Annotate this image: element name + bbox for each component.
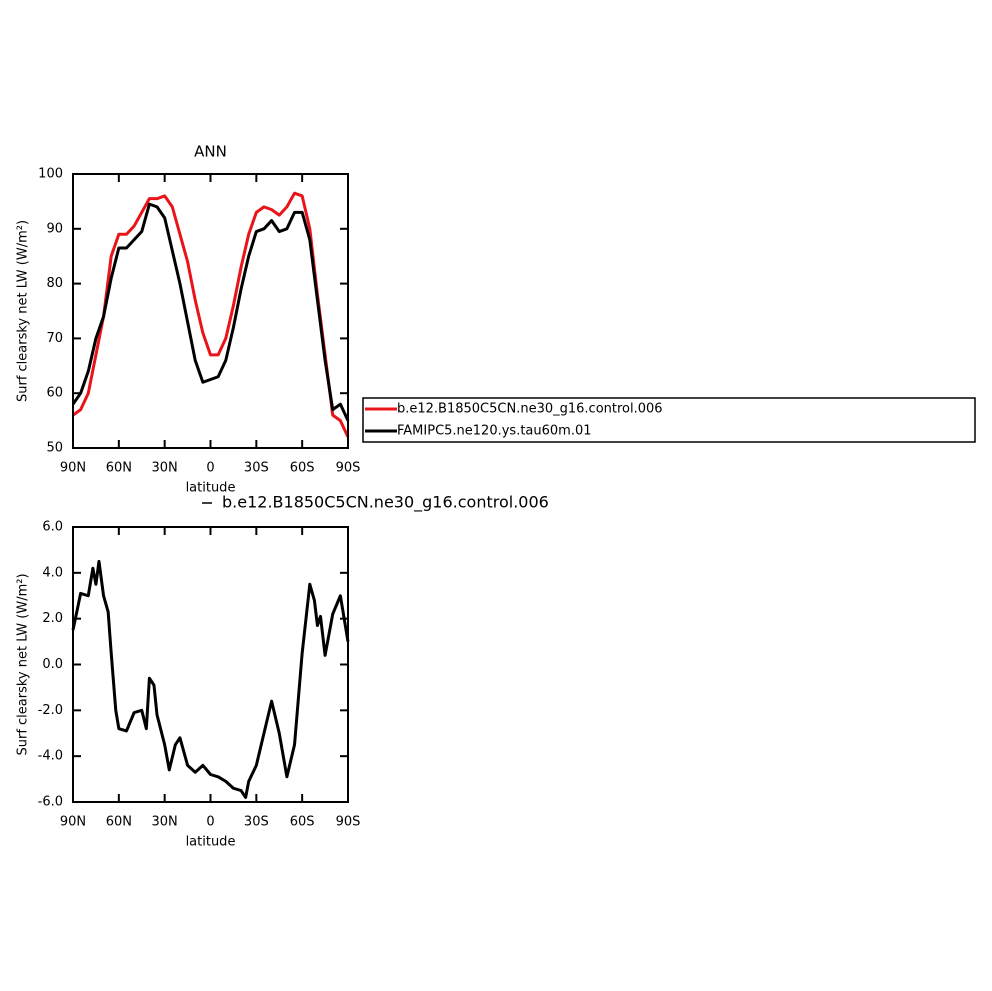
y-tick-label: -4.0 bbox=[38, 749, 63, 764]
x-tick-label: 60N bbox=[106, 815, 132, 830]
y-tick-label: -6.0 bbox=[38, 795, 63, 810]
y-tick-label: 100 bbox=[38, 167, 63, 182]
x-tick-label: 0 bbox=[206, 461, 214, 476]
x-tick-label: 60N bbox=[106, 461, 132, 476]
y-axis-label: Surf clearsky net LW (W/m²) bbox=[16, 220, 31, 402]
plot-frame bbox=[72, 526, 349, 803]
x-tick-label: 0 bbox=[206, 815, 214, 830]
legend-box bbox=[362, 397, 976, 443]
y-tick-label: 2.0 bbox=[42, 611, 63, 626]
plot-frame bbox=[72, 173, 349, 449]
x-axis-label: latitude bbox=[186, 835, 236, 850]
data-line bbox=[71, 559, 350, 799]
y-tick-label: 90 bbox=[46, 221, 63, 236]
x-tick-label: 30N bbox=[152, 815, 178, 830]
x-tick-label: 90N bbox=[60, 461, 86, 476]
x-tick-label: 60S bbox=[290, 461, 315, 476]
legend-label: b.e12.B1850C5CN.ne30_g16.control.006 bbox=[222, 493, 549, 513]
data-line bbox=[72, 191, 350, 438]
legend-label: b.e12.B1850C5CN.ne30_g16.control.006 bbox=[397, 402, 663, 417]
y-tick-label: 4.0 bbox=[42, 565, 63, 580]
x-tick-label: 60S bbox=[290, 815, 315, 830]
y-tick-label: 60 bbox=[46, 386, 63, 401]
x-tick-label: 90S bbox=[336, 815, 361, 830]
x-tick-label: 90N bbox=[60, 815, 86, 830]
x-tick-label: 30N bbox=[152, 461, 178, 476]
x-axis-label: latitude bbox=[186, 481, 236, 496]
y-tick-label: 0.0 bbox=[42, 657, 63, 672]
y-tick-label: -2.0 bbox=[38, 703, 63, 718]
y-axis-label: Surf clearsky net LW (W/m²) bbox=[16, 573, 31, 755]
x-tick-label: 90S bbox=[336, 461, 361, 476]
y-tick-label: 6.0 bbox=[42, 520, 63, 535]
data-line bbox=[71, 202, 350, 422]
y-tick-label: 80 bbox=[46, 276, 63, 291]
x-tick-label: 30S bbox=[244, 815, 269, 830]
y-tick-label: 50 bbox=[46, 441, 63, 456]
y-tick-label: 70 bbox=[46, 331, 63, 346]
chart-title: ANN bbox=[194, 143, 227, 161]
legend-label: FAMIPC5.ne120.ys.tau60m.01 bbox=[397, 424, 592, 439]
x-tick-label: 30S bbox=[244, 461, 269, 476]
